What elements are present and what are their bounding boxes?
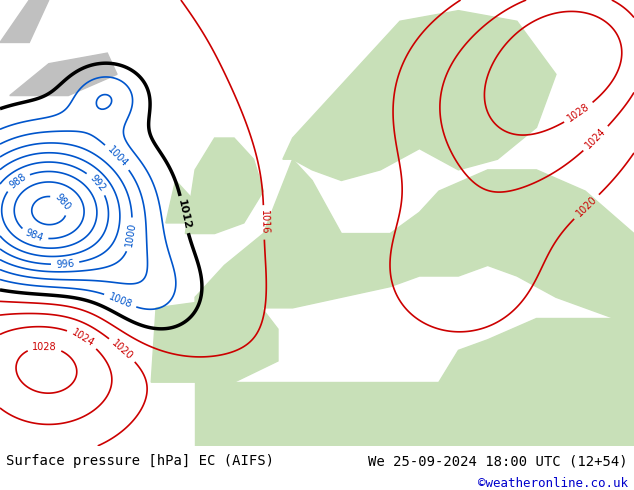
Text: 1008: 1008 [107,292,133,310]
Text: 1020: 1020 [574,195,598,219]
Text: 992: 992 [87,173,107,194]
Text: We 25-09-2024 18:00 UTC (12+54): We 25-09-2024 18:00 UTC (12+54) [368,454,628,468]
Polygon shape [0,0,49,43]
Text: 1000: 1000 [124,222,138,247]
Text: 1024: 1024 [584,126,608,151]
Polygon shape [283,11,556,180]
Polygon shape [439,318,634,382]
Polygon shape [166,180,195,223]
Polygon shape [151,297,278,382]
Polygon shape [185,138,263,234]
Text: 1012: 1012 [176,198,192,231]
Text: 996: 996 [56,258,75,270]
Polygon shape [195,159,634,340]
Text: 984: 984 [24,228,45,244]
Text: ©weatheronline.co.uk: ©weatheronline.co.uk [477,477,628,490]
Polygon shape [195,382,634,446]
Text: Surface pressure [hPa] EC (AIFS): Surface pressure [hPa] EC (AIFS) [6,454,275,468]
Text: 1020: 1020 [110,338,135,362]
Text: 1004: 1004 [105,145,130,169]
Text: 1024: 1024 [70,327,96,349]
Text: 980: 980 [53,192,73,213]
Text: 1028: 1028 [32,342,57,352]
Text: 988: 988 [7,172,28,191]
Text: 1016: 1016 [259,210,269,235]
Text: 1028: 1028 [566,102,592,124]
Polygon shape [10,53,117,96]
